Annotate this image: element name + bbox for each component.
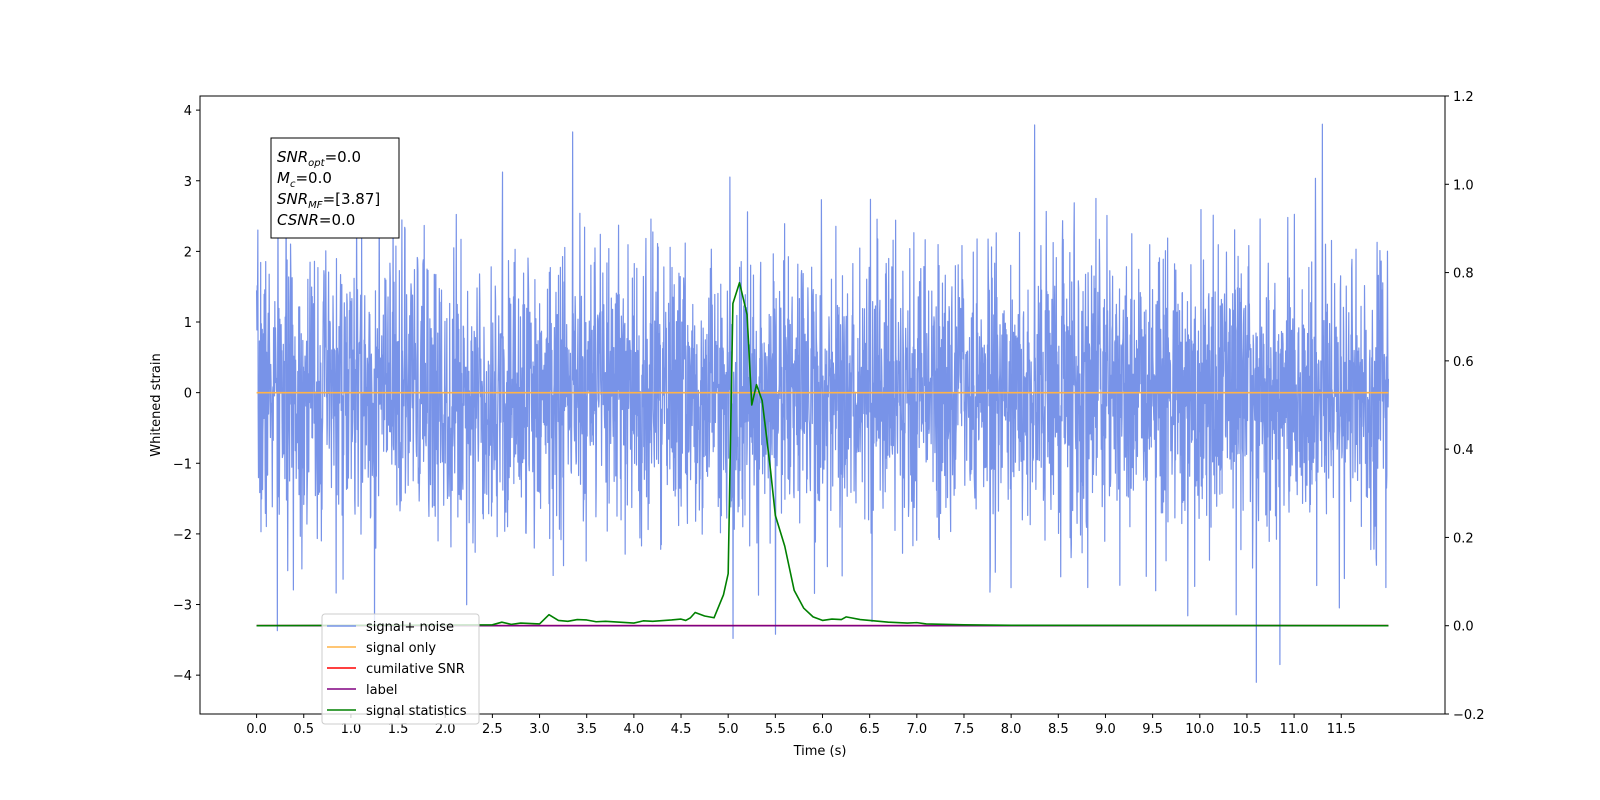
annotation-symbol: M (277, 169, 290, 187)
annotation-subscript: c (290, 179, 296, 190)
annotation-value: =0.0 (325, 148, 361, 166)
annotation-line: SNRMF=[3.87] (277, 190, 380, 211)
y-right-tick-label: 0.0 (1453, 620, 1474, 635)
annotation-frame (270, 137, 400, 239)
y-right-tick-label: 1.2 (1453, 90, 1474, 105)
y-right-tick-label: 1.0 (1453, 178, 1474, 193)
x-tick-label: 11.5 (1327, 722, 1356, 737)
x-tick-label: 2.0 (435, 722, 456, 737)
x-tick-label: 5.0 (718, 722, 739, 737)
y-left-tick-label: 4 (184, 104, 192, 119)
annotation-symbol: CSNR (277, 211, 319, 229)
annotation-subscript: MF (308, 200, 323, 211)
y-axis-right: 1.2 1.0 0.8 0.6 0.4 0.2 0.0 −0.2 (1445, 90, 1485, 723)
annotation-line: CSNR=0.0 (277, 211, 355, 229)
annotation-value: =[3.87] (323, 190, 381, 208)
y-left-tick-label: 1 (184, 316, 192, 331)
legend-entry: signal statistics (366, 704, 467, 719)
x-axis-label: Time (s) (793, 744, 847, 759)
x-tick-label: 11.0 (1280, 722, 1309, 737)
y-right-tick-label: 0.8 (1453, 267, 1474, 282)
x-tick-label: 1.5 (388, 722, 409, 737)
legend-entry: cumilative SNR (366, 662, 465, 677)
series-line-0 (255, 123, 1390, 683)
x-tick-label: 9.5 (1142, 722, 1163, 737)
y-right-tick-label: 0.6 (1453, 355, 1474, 370)
y-left-tick-label: −3 (173, 599, 192, 614)
y-axis-left: 4 3 2 1 0 −1 −2 −3 −4 (173, 104, 200, 684)
x-tick-label: 5.5 (765, 722, 786, 737)
y-left-tick-label: −2 (173, 528, 192, 543)
y-right-tick-label: −0.2 (1453, 708, 1485, 723)
x-tick-label: 10.5 (1232, 722, 1261, 737)
y-left-tick-label: 2 (184, 245, 192, 260)
x-tick-label: 10.0 (1185, 722, 1214, 737)
annotation-value: =0.0 (295, 169, 331, 187)
x-tick-label: 9.0 (1095, 722, 1116, 737)
annotation-value: =0.0 (319, 211, 355, 229)
y-left-tick-label: 3 (184, 175, 192, 190)
x-tick-label: 7.0 (906, 722, 927, 737)
x-tick-label: 4.0 (624, 722, 645, 737)
series-line-4 (256, 281, 1389, 627)
x-tick-label: 0.5 (293, 722, 314, 737)
y-right-tick-label: 0.2 (1453, 531, 1474, 546)
annotation-subscript: opt (308, 158, 325, 169)
x-tick-label: 1.0 (341, 722, 362, 737)
y-left-tick-label: −1 (173, 457, 192, 472)
legend-entry: signal+ noise (366, 620, 454, 635)
x-tick-label: 8.0 (1001, 722, 1022, 737)
y-right-tick-label: 0.4 (1453, 443, 1474, 458)
annotation-line: Mc=0.0 (277, 169, 332, 190)
legend-entry: label (366, 683, 397, 698)
y-axis-left-label: Whitened strain (149, 353, 164, 456)
x-tick-label: 2.5 (482, 722, 503, 737)
annotation-symbol: SNR (277, 190, 308, 208)
x-tick-label: 4.5 (671, 722, 692, 737)
y-left-tick-label: 0 (184, 387, 192, 402)
legend-entry: signal only (366, 641, 436, 656)
x-tick-label: 8.5 (1048, 722, 1069, 737)
x-tick-label: 7.5 (954, 722, 975, 737)
annotation-line: SNRopt=0.0 (277, 148, 361, 169)
x-tick-label: 6.5 (859, 722, 880, 737)
legend-frame (321, 613, 480, 725)
x-tick-label: 6.0 (812, 722, 833, 737)
x-tick-label: 3.5 (576, 722, 597, 737)
x-tick-label: 0.0 (246, 722, 267, 737)
y-left-tick-label: −4 (173, 669, 192, 684)
legend: signal+ noise signal only cumilative SNR la… (321, 613, 480, 725)
annotation-symbol: SNR (277, 148, 308, 166)
x-tick-label: 3.0 (529, 722, 550, 737)
x-axis: 0.0 0.5 1.0 1.5 2.0 2.5 3.0 3.5 4.0 4.5 5.0 5.5 6.0 6… (246, 714, 1356, 737)
